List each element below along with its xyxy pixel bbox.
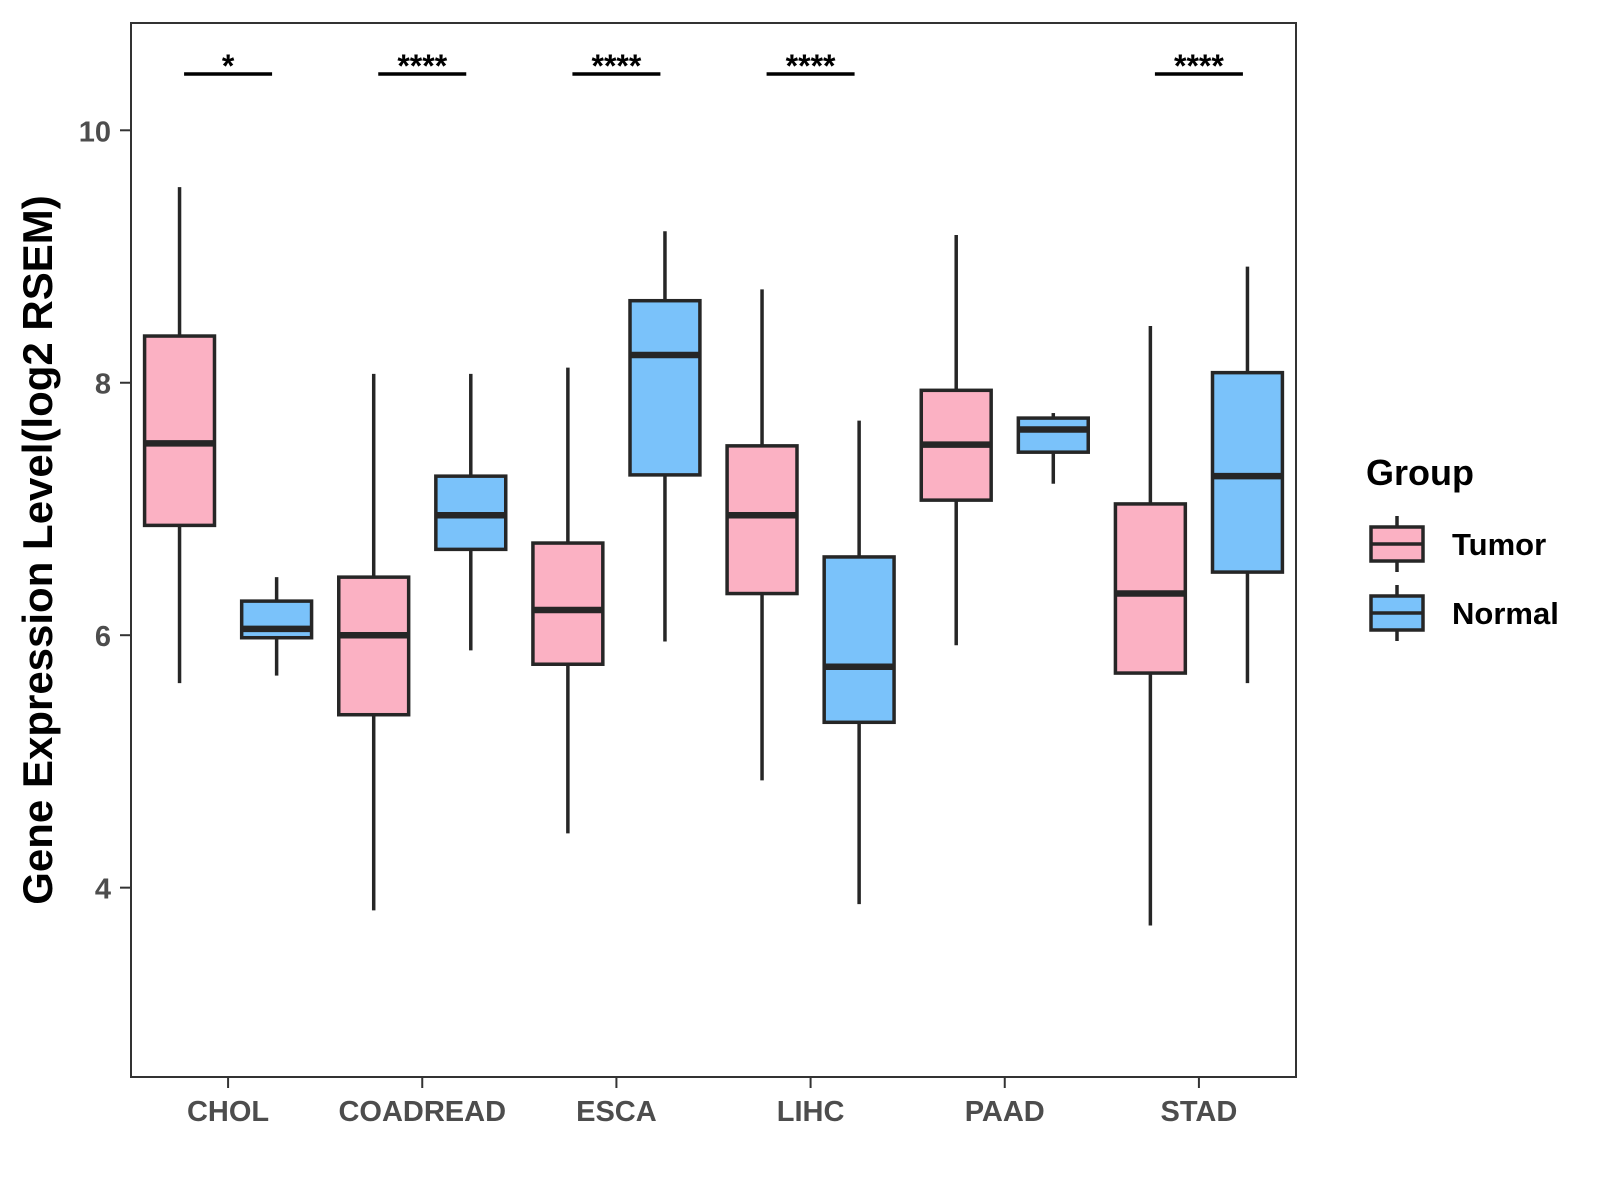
legend-item-normal: Normal (1369, 585, 1559, 641)
legend-label-tumor: Tumor (1452, 527, 1546, 562)
box-tumor-chol (142, 187, 217, 684)
x-axis: CHOL COADREAD ESCA LIHC PAAD STAD (187, 1077, 1237, 1128)
x-tick-label-chol: CHOL (187, 1096, 269, 1128)
x-tick-label-esca: ESCA (576, 1096, 657, 1128)
legend-label-normal: Normal (1452, 596, 1559, 631)
boxes-layer (142, 187, 1285, 926)
box-body-normal-lihc (822, 555, 896, 725)
box-body-tumor-coadread (337, 575, 411, 717)
y-tick-label-8: 8 (95, 369, 111, 401)
box-body-normal-stad (1210, 370, 1285, 574)
significance-label-chol: * (222, 48, 235, 84)
box-normal-lihc (822, 420, 896, 905)
box-normal-paad (1016, 413, 1090, 484)
box-normal-coadread (434, 373, 508, 651)
box-body-normal-paad (1016, 416, 1090, 454)
legend-title: Group (1366, 452, 1474, 493)
box-normal-stad (1210, 266, 1285, 684)
significance-label-esca: **** (592, 48, 642, 84)
x-tick-label-stad: STAD (1161, 1096, 1238, 1128)
box-tumor-paad (919, 235, 993, 646)
y-tick-label-6: 6 (95, 621, 111, 653)
box-tumor-stad (1113, 325, 1188, 926)
x-tick-label-coadread: COADREAD (338, 1096, 506, 1128)
box-body-tumor-esca (531, 541, 605, 666)
box-body-normal-esca (628, 298, 702, 477)
x-tick-label-lihc: LIHC (777, 1096, 845, 1128)
legend: Group Tumor Normal (1366, 452, 1559, 641)
box-body-normal-chol (239, 599, 314, 640)
significance-label-stad: **** (1174, 48, 1224, 84)
legend-item-tumor: Tumor (1369, 516, 1546, 572)
box-tumor-lihc (725, 289, 799, 781)
y-tick-label-10: 10 (79, 116, 111, 148)
x-tick-label-paad: PAAD (965, 1096, 1045, 1128)
box-body-tumor-chol (142, 334, 217, 528)
significance-label-coadread: **** (397, 48, 447, 84)
y-axis-title: Gene Expression Level(log2 RSEM) (14, 195, 61, 905)
y-axis: 4 6 8 10 (79, 116, 131, 906)
significance-layer: * **** **** **** **** (184, 48, 1243, 84)
box-body-tumor-stad (1113, 502, 1188, 675)
plot-panel (130, 22, 1297, 1078)
box-tumor-esca (531, 367, 605, 834)
significance-label-lihc: **** (786, 48, 836, 84)
box-normal-esca (628, 231, 702, 642)
box-tumor-coadread (337, 373, 411, 911)
box-body-tumor-lihc (725, 444, 799, 596)
y-tick-label-4: 4 (95, 874, 111, 906)
box-normal-chol (239, 577, 314, 676)
